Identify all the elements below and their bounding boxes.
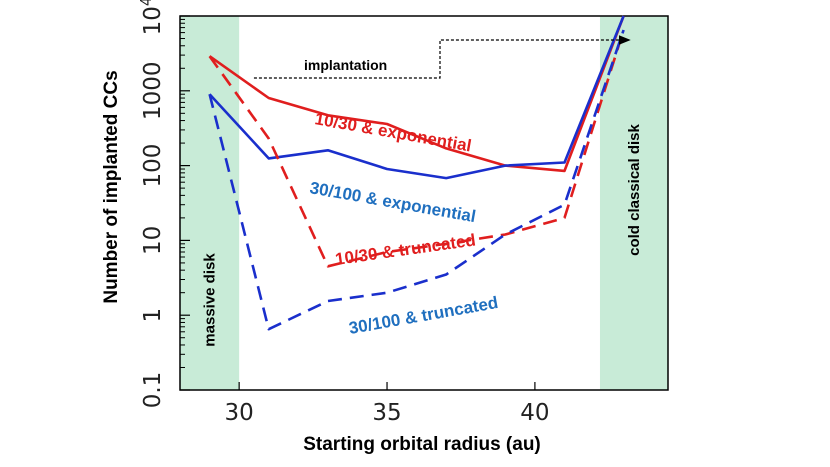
y-tick-label: 0.1 (140, 372, 166, 409)
y-tick-label: 1 (140, 308, 166, 323)
plot-frame (179, 15, 669, 391)
cold-classical-disk-label: cold classical disk (626, 123, 643, 255)
x-tick-label: 40 (520, 400, 549, 426)
x-axis: 30 35 40 (225, 382, 550, 426)
series-label-10-30-truncated: 10/30 & truncated (334, 230, 477, 269)
massive-disk-label: massive disk (202, 253, 219, 347)
y-axis-title: Number of implanted CCs (101, 70, 122, 303)
y-tick-label: 1000 (140, 62, 166, 121)
series-line-10-30-truncated (208, 29, 625, 268)
series-label-30-100-exponential: 30/100 & exponential (308, 178, 477, 226)
series-line-30-100-truncated (208, 29, 625, 331)
x-tick-label: 35 (372, 400, 401, 426)
series-label-30-100-truncated: 30/100 & truncated (347, 293, 499, 338)
massive-disk-region (180, 16, 240, 390)
y-axis: 0.1 1 10 100 1000 104 (137, 0, 190, 408)
series-label-10-30-exponential: 10/30 & exponential (313, 109, 473, 155)
x-tick-label: 30 (225, 400, 254, 426)
y-tick-label: 100 (140, 144, 166, 188)
cold-classical-region (599, 16, 668, 390)
y-tick-label: 104 (137, 0, 166, 35)
series-line-10-30-exponential (208, 15, 625, 173)
implantation-label: implantation (304, 57, 387, 73)
implantation-arrow (253, 35, 631, 79)
x-axis-title: Starting orbital radius (au) (303, 434, 541, 455)
y-tick-label: 10 (140, 226, 166, 255)
